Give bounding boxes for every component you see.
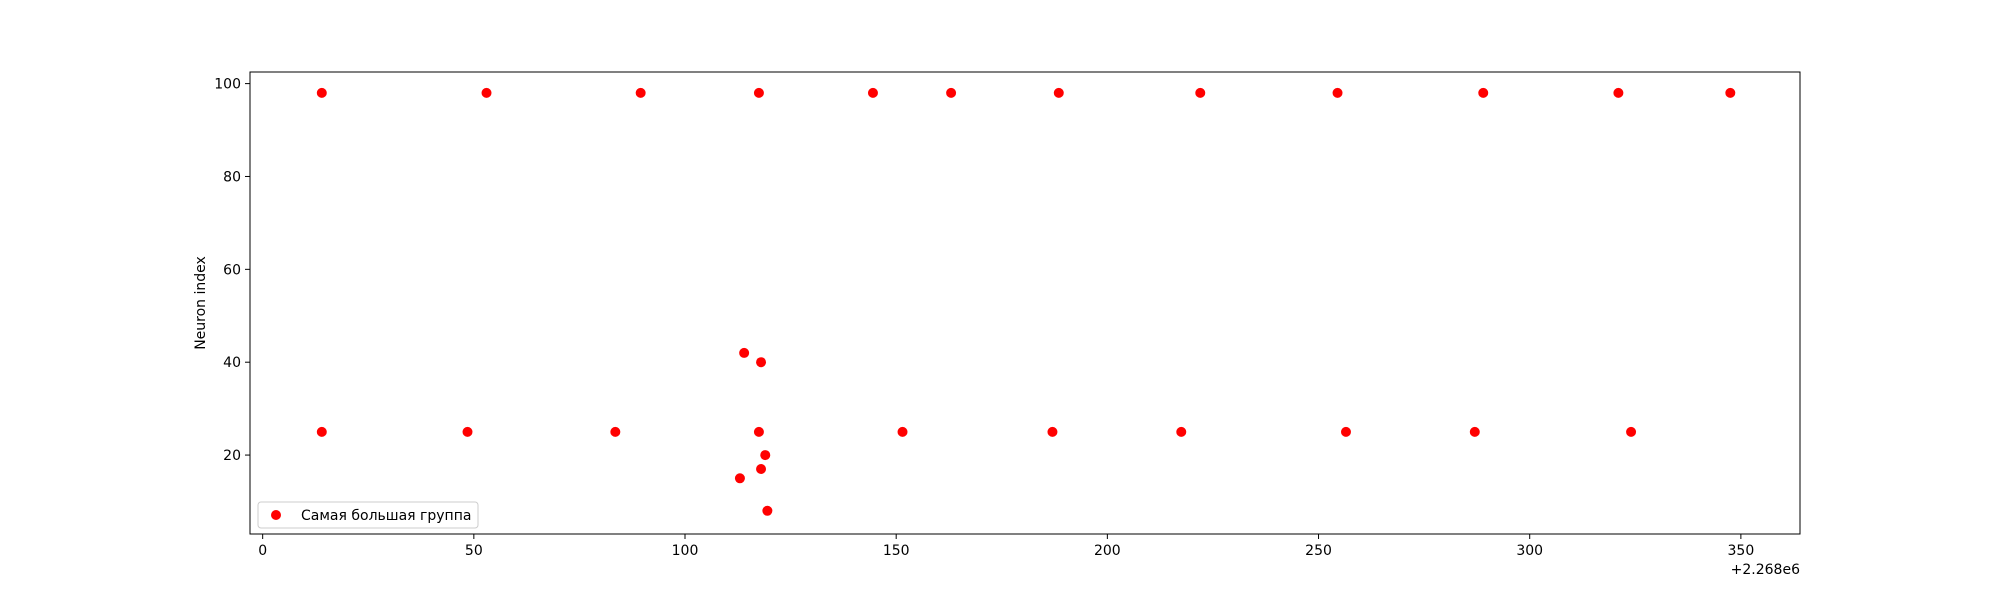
y-tick-label: 20 (223, 448, 241, 464)
data-point (1469, 426, 1480, 437)
data-point (635, 87, 646, 98)
data-point (753, 87, 764, 98)
x-tick-label: 50 (465, 543, 483, 559)
y-tick-label: 80 (223, 169, 241, 185)
x-tick-label: 100 (672, 543, 699, 559)
data-point (481, 87, 492, 98)
data-point (316, 87, 327, 98)
data-point (734, 473, 745, 484)
data-point (756, 357, 767, 368)
data-point (760, 450, 771, 461)
legend-entry-label: Самая большая группа (301, 508, 471, 524)
x-axis-offset-label: +2.268e6 (1731, 562, 1800, 578)
x-tick-label: 300 (1516, 543, 1543, 559)
data-point (1053, 87, 1064, 98)
data-point (462, 426, 473, 437)
data-point (946, 87, 957, 98)
x-tick-label: 150 (883, 543, 910, 559)
y-axis-label: Neuron index (193, 256, 209, 350)
legend-box (257, 501, 479, 529)
data-point (867, 87, 878, 98)
x-tick-label: 350 (1728, 543, 1755, 559)
data-point (1195, 87, 1206, 98)
data-point (1332, 87, 1343, 98)
data-point (753, 426, 764, 437)
data-point (1176, 426, 1187, 437)
data-point (897, 426, 908, 437)
data-point (610, 426, 621, 437)
data-point (1613, 87, 1624, 98)
x-tick-label: 200 (1094, 543, 1121, 559)
data-point (739, 347, 750, 358)
data-point (1340, 426, 1351, 437)
data-points (316, 87, 1736, 516)
data-point (1626, 426, 1637, 437)
data-point (1047, 426, 1058, 437)
y-axis: 20 40 60 80 100 (214, 77, 250, 464)
legend: Самая большая группа (257, 501, 479, 529)
y-tick-label: 40 (223, 355, 241, 371)
x-tick-label: 250 (1305, 543, 1332, 559)
data-point (762, 505, 773, 516)
data-point (756, 463, 767, 474)
legend-marker (271, 510, 281, 520)
data-point (1478, 87, 1489, 98)
plot-area-frame (249, 71, 1801, 535)
y-tick-label: 60 (223, 262, 241, 278)
x-tick-label: 0 (258, 543, 267, 559)
data-point (316, 426, 327, 437)
data-point (1725, 87, 1736, 98)
y-tick-label: 100 (214, 77, 241, 93)
x-axis: 0 50 100 150 200 250 300 350 (258, 534, 1754, 559)
